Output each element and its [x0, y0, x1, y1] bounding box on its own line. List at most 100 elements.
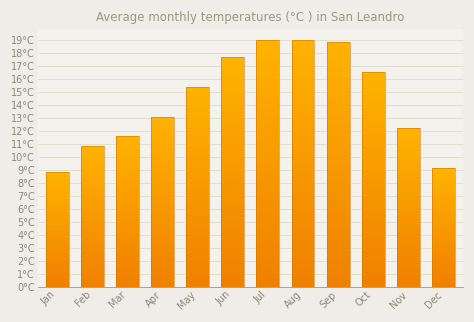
Bar: [362, 72, 385, 287]
Bar: [116, 213, 139, 214]
Bar: [397, 242, 420, 244]
Bar: [362, 212, 385, 214]
Bar: [81, 267, 104, 269]
Bar: [151, 227, 174, 229]
Bar: [81, 280, 104, 281]
Bar: [362, 190, 385, 192]
Bar: [221, 213, 244, 215]
Bar: [46, 202, 69, 203]
Bar: [256, 131, 279, 134]
Bar: [362, 233, 385, 235]
Bar: [292, 188, 314, 190]
Bar: [327, 109, 350, 111]
Bar: [432, 187, 455, 189]
Bar: [151, 186, 174, 188]
Bar: [116, 193, 139, 195]
Bar: [292, 144, 314, 146]
Bar: [327, 192, 350, 194]
Bar: [432, 233, 455, 235]
Bar: [292, 183, 314, 185]
Bar: [46, 213, 69, 215]
Bar: [81, 165, 104, 166]
Bar: [46, 230, 69, 231]
Bar: [46, 217, 69, 218]
Bar: [432, 272, 455, 274]
Bar: [397, 263, 420, 265]
Bar: [151, 251, 174, 253]
Bar: [221, 77, 244, 80]
Bar: [327, 113, 350, 116]
Bar: [116, 284, 139, 285]
Bar: [292, 220, 314, 223]
Bar: [362, 220, 385, 223]
Bar: [186, 197, 209, 199]
Bar: [292, 50, 314, 52]
Bar: [327, 74, 350, 77]
Bar: [151, 258, 174, 260]
Bar: [221, 147, 244, 149]
Bar: [116, 192, 139, 193]
Bar: [46, 200, 69, 201]
Bar: [186, 100, 209, 103]
Bar: [256, 97, 279, 99]
Bar: [46, 182, 69, 183]
Bar: [151, 179, 174, 181]
Bar: [186, 90, 209, 93]
Bar: [292, 40, 314, 287]
Bar: [327, 94, 350, 96]
Bar: [397, 139, 420, 141]
Bar: [397, 128, 420, 130]
Bar: [221, 225, 244, 227]
Bar: [292, 129, 314, 131]
Bar: [327, 199, 350, 201]
Bar: [362, 117, 385, 119]
Bar: [256, 136, 279, 138]
Bar: [221, 188, 244, 190]
Bar: [151, 139, 174, 140]
Bar: [116, 183, 139, 184]
Bar: [256, 72, 279, 74]
Bar: [327, 155, 350, 157]
Bar: [221, 243, 244, 245]
Bar: [116, 278, 139, 279]
Bar: [151, 253, 174, 254]
Bar: [46, 247, 69, 248]
Bar: [256, 250, 279, 252]
Bar: [151, 118, 174, 120]
Bar: [81, 242, 104, 243]
Bar: [221, 222, 244, 225]
Bar: [292, 148, 314, 151]
Bar: [327, 245, 350, 248]
Bar: [151, 207, 174, 208]
Bar: [116, 136, 139, 137]
Bar: [256, 84, 279, 87]
Bar: [327, 133, 350, 135]
Bar: [362, 182, 385, 184]
Bar: [362, 119, 385, 122]
Bar: [81, 239, 104, 241]
Bar: [362, 242, 385, 244]
Bar: [432, 207, 455, 209]
Bar: [362, 160, 385, 162]
Bar: [151, 203, 174, 205]
Bar: [151, 260, 174, 261]
Bar: [186, 111, 209, 113]
Bar: [327, 169, 350, 172]
Bar: [432, 219, 455, 221]
Bar: [397, 244, 420, 245]
Bar: [432, 194, 455, 196]
Bar: [116, 211, 139, 213]
Bar: [327, 231, 350, 233]
Bar: [186, 193, 209, 195]
Bar: [116, 186, 139, 187]
Bar: [81, 226, 104, 228]
Bar: [186, 135, 209, 137]
Bar: [362, 79, 385, 81]
Bar: [81, 221, 104, 222]
Bar: [292, 205, 314, 208]
Bar: [81, 147, 104, 148]
Bar: [292, 225, 314, 227]
Bar: [327, 262, 350, 265]
Bar: [256, 121, 279, 124]
Bar: [256, 40, 279, 42]
